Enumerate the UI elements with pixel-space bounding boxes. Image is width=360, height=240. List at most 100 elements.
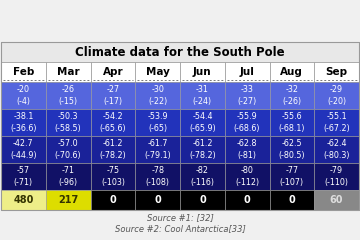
Text: -79
(-110): -79 (-110): [325, 167, 348, 186]
Text: -62.4
(-80.3): -62.4 (-80.3): [323, 139, 350, 160]
Text: Sep: Sep: [325, 67, 348, 77]
Bar: [1, 136, 46, 163]
Text: 60: 60: [330, 195, 343, 205]
Text: 217: 217: [58, 195, 78, 205]
Bar: [1, 42, 359, 62]
Text: -77
(-107): -77 (-107): [280, 167, 304, 186]
Text: -32
(-26): -32 (-26): [282, 85, 301, 106]
Bar: [314, 190, 359, 210]
Bar: [225, 82, 270, 109]
Text: -71
(-96): -71 (-96): [59, 167, 78, 186]
Bar: [270, 82, 314, 109]
Bar: [314, 82, 359, 109]
Bar: [270, 190, 314, 210]
Text: -57.0
(-70.6): -57.0 (-70.6): [55, 139, 81, 160]
Text: -27
(-17): -27 (-17): [103, 85, 122, 106]
Bar: [1, 190, 46, 210]
Bar: [225, 163, 270, 190]
Text: -61.2
(-78.2): -61.2 (-78.2): [99, 139, 126, 160]
Text: Feb: Feb: [13, 67, 34, 77]
Text: -57
(-71): -57 (-71): [14, 167, 33, 186]
Text: 0: 0: [109, 195, 116, 205]
Text: 480: 480: [13, 195, 33, 205]
Text: Source #1: [32]: Source #1: [32]: [147, 214, 213, 222]
Bar: [135, 136, 180, 163]
Text: 0: 0: [244, 195, 251, 205]
Text: -55.6
(-68.1): -55.6 (-68.1): [279, 113, 305, 132]
Bar: [90, 62, 135, 82]
Text: Apr: Apr: [103, 67, 123, 77]
Bar: [46, 109, 90, 136]
Text: -62.8
(-81): -62.8 (-81): [237, 139, 257, 160]
Text: 0: 0: [154, 195, 161, 205]
Text: Jun: Jun: [193, 67, 212, 77]
Bar: [180, 163, 225, 190]
Text: -42.7
(-44.9): -42.7 (-44.9): [10, 139, 37, 160]
Bar: [180, 136, 225, 163]
Bar: [270, 62, 314, 82]
Bar: [180, 190, 225, 210]
Bar: [180, 62, 225, 82]
Bar: [135, 82, 180, 109]
Bar: [46, 190, 90, 210]
Bar: [270, 136, 314, 163]
Text: -20
(-4): -20 (-4): [16, 85, 30, 106]
Text: -61.7
(-79.1): -61.7 (-79.1): [144, 139, 171, 160]
Text: -61.2
(-78.2): -61.2 (-78.2): [189, 139, 216, 160]
Text: -26
(-15): -26 (-15): [59, 85, 78, 106]
Bar: [46, 163, 90, 190]
Bar: [270, 109, 314, 136]
Bar: [46, 136, 90, 163]
Text: -75
(-103): -75 (-103): [101, 167, 125, 186]
Bar: [90, 109, 135, 136]
Text: 0: 0: [199, 195, 206, 205]
Text: -53.9
(-65): -53.9 (-65): [147, 113, 168, 132]
Text: Mar: Mar: [57, 67, 80, 77]
Text: -33
(-27): -33 (-27): [238, 85, 257, 106]
Bar: [314, 109, 359, 136]
Text: -50.3
(-58.5): -50.3 (-58.5): [55, 113, 81, 132]
Text: Source #2: Cool Antarctica[33]: Source #2: Cool Antarctica[33]: [114, 224, 246, 234]
Text: -78
(-108): -78 (-108): [146, 167, 170, 186]
Text: -55.9
(-68.6): -55.9 (-68.6): [234, 113, 260, 132]
Text: -29
(-20): -29 (-20): [327, 85, 346, 106]
Bar: [90, 163, 135, 190]
Text: -38.1
(-36.6): -38.1 (-36.6): [10, 113, 37, 132]
Bar: [1, 62, 46, 82]
Text: Aug: Aug: [280, 67, 303, 77]
Bar: [1, 82, 46, 109]
Text: -80
(-112): -80 (-112): [235, 167, 259, 186]
Bar: [314, 62, 359, 82]
Bar: [46, 62, 90, 82]
Text: -55.1
(-67.2): -55.1 (-67.2): [323, 113, 350, 132]
Bar: [90, 136, 135, 163]
Bar: [135, 62, 180, 82]
Text: -30
(-22): -30 (-22): [148, 85, 167, 106]
Bar: [314, 136, 359, 163]
Bar: [270, 163, 314, 190]
Bar: [135, 109, 180, 136]
Bar: [90, 82, 135, 109]
Text: May: May: [146, 67, 170, 77]
Bar: [46, 82, 90, 109]
Bar: [1, 163, 46, 190]
Bar: [225, 62, 270, 82]
Text: -54.2
(-65.6): -54.2 (-65.6): [100, 113, 126, 132]
Text: -54.4
(-65.9): -54.4 (-65.9): [189, 113, 216, 132]
Bar: [135, 163, 180, 190]
Bar: [135, 190, 180, 210]
Bar: [314, 163, 359, 190]
Bar: [90, 190, 135, 210]
Bar: [1, 42, 359, 210]
Bar: [225, 190, 270, 210]
Bar: [180, 109, 225, 136]
Bar: [1, 109, 46, 136]
Text: -62.5
(-80.5): -62.5 (-80.5): [279, 139, 305, 160]
Text: 0: 0: [288, 195, 295, 205]
Text: Jul: Jul: [240, 67, 255, 77]
Text: -31
(-24): -31 (-24): [193, 85, 212, 106]
Bar: [225, 136, 270, 163]
Bar: [180, 82, 225, 109]
Text: Climate data for the South Pole: Climate data for the South Pole: [75, 46, 285, 59]
Bar: [225, 109, 270, 136]
